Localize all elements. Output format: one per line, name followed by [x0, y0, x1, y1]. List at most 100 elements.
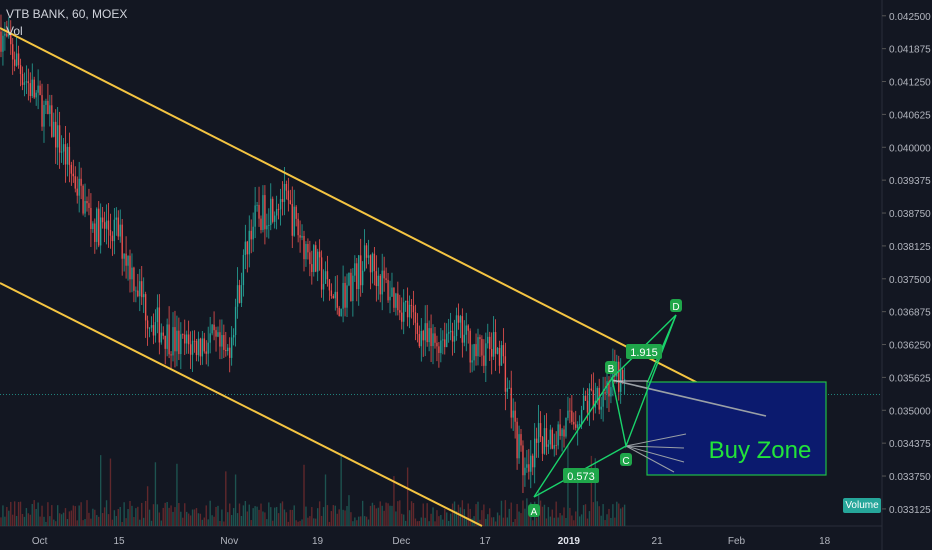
volume-bar: [178, 502, 180, 526]
volume-bar: [117, 509, 119, 526]
candle-body: [82, 185, 84, 214]
candle-body: [555, 445, 557, 447]
candle-body: [242, 254, 245, 286]
candle-body: [115, 217, 118, 220]
candle-body: [481, 339, 483, 356]
y-tick-label: 0.037500: [889, 275, 931, 286]
candle-body: [547, 444, 550, 447]
volume-bar: [205, 505, 207, 526]
candle-body: [453, 336, 456, 342]
candle-body: [571, 410, 573, 422]
volume-bar: [604, 520, 606, 526]
candle-body: [440, 340, 442, 353]
volume-bar: [279, 503, 282, 526]
candle-body: [553, 445, 555, 449]
volume-bar: [60, 514, 63, 526]
candle-body: [258, 204, 260, 219]
volume-bar: [207, 519, 209, 526]
volume-bar: [379, 501, 381, 526]
candle-body: [356, 263, 358, 290]
volume-bar: [490, 517, 493, 526]
candle-body: [72, 173, 74, 177]
volume-bar: [166, 502, 168, 526]
candle-body: [51, 105, 53, 137]
candle-body: [101, 217, 104, 223]
candle-body: [191, 340, 194, 355]
volume-bar: [33, 500, 35, 526]
volume-bar: [53, 519, 55, 526]
candle-body: [105, 220, 108, 229]
candle-body: [264, 195, 266, 230]
volume-bar: [254, 506, 256, 526]
candle-body: [373, 253, 376, 272]
volume-bar: [64, 508, 67, 526]
candle-body: [528, 464, 530, 472]
volume-bar: [401, 513, 403, 526]
candle-body: [389, 296, 391, 301]
volume-bar: [590, 455, 593, 526]
volume-bar: [553, 517, 555, 526]
volume-bar: [586, 518, 589, 526]
x-tick-label: 15: [114, 536, 126, 547]
candle-body: [401, 312, 403, 322]
volume-bar: [360, 516, 362, 526]
volume-bar: [92, 508, 94, 526]
volume-bar: [107, 514, 110, 526]
candle-body: [262, 195, 264, 230]
volume-bar: [193, 509, 196, 526]
x-tick-label: 19: [312, 536, 324, 547]
volume-bar: [399, 500, 401, 526]
y-tick-label: 0.035000: [889, 406, 931, 417]
candle-body: [197, 338, 200, 356]
volume-bar: [465, 517, 467, 526]
candle-body: [418, 333, 421, 347]
channel-lower-line: [0, 282, 483, 527]
candle-body: [430, 328, 432, 347]
volume-bar: [539, 500, 542, 526]
candle-body: [395, 293, 397, 308]
candle-body: [287, 190, 290, 201]
candle-body: [272, 198, 274, 222]
candle-body: [152, 325, 155, 336]
pattern-point-badge: [670, 299, 682, 312]
candle-body: [410, 304, 413, 306]
pattern-point-badge: [620, 453, 632, 466]
volume-bar: [172, 511, 174, 526]
volume-bar: [338, 509, 340, 526]
candle-body: [139, 281, 141, 297]
volume-bar: [430, 513, 432, 526]
candle-body: [168, 324, 170, 355]
candle-body: [383, 270, 385, 279]
candle-body: [584, 395, 587, 401]
volume-bar: [578, 516, 581, 526]
candle-body: [559, 424, 561, 436]
volume-bar: [524, 508, 526, 526]
candle-body: [103, 222, 106, 229]
fan-line: [625, 445, 685, 463]
volume-bar: [543, 504, 546, 526]
volume-bar: [326, 505, 329, 526]
volume-bar: [508, 508, 510, 526]
volume-bar: [184, 503, 186, 526]
candle-body: [78, 178, 80, 196]
candle-body: [94, 223, 96, 242]
volume-bar: [469, 508, 471, 526]
volume-bar: [289, 509, 292, 526]
volume-bar: [78, 505, 80, 526]
volume-bar: [324, 474, 327, 526]
candle-body: [320, 257, 323, 290]
candle-body: [375, 271, 378, 287]
candle-body: [273, 215, 276, 222]
volume-bar: [49, 516, 51, 526]
volume-bar: [101, 513, 104, 526]
volume-bar: [217, 505, 219, 526]
volume-bar: [577, 482, 579, 526]
volume-bar: [275, 507, 278, 526]
volume-bar: [582, 505, 585, 526]
volume-bar: [555, 501, 557, 526]
volume-bar: [475, 504, 477, 526]
volume-bar: [203, 517, 205, 526]
candle-body: [618, 361, 620, 392]
y-tick-label: 0.039375: [889, 176, 931, 187]
